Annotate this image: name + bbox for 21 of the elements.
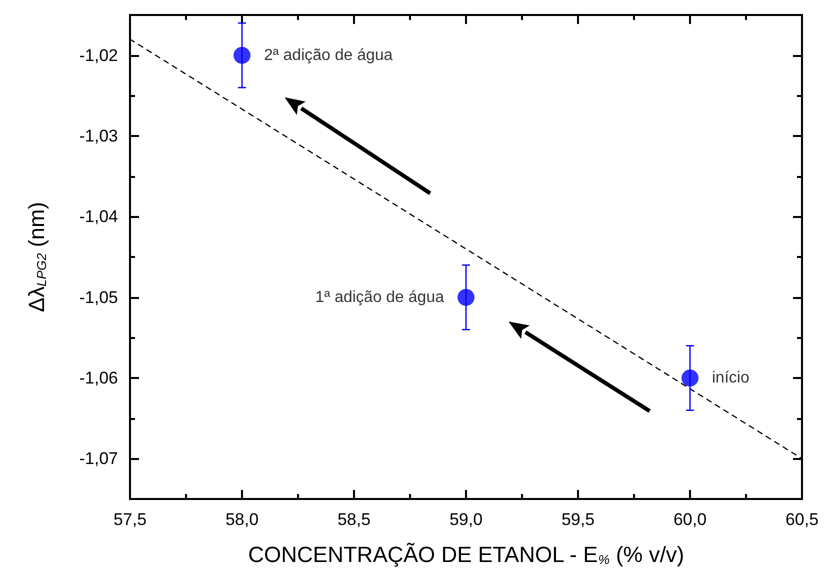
x-tick-label: 57,5 [113, 510, 147, 529]
annotation: início [712, 370, 750, 386]
y-tick-label: -1,03 [79, 126, 118, 146]
point [682, 370, 698, 386]
y-tick-label: -1,06 [79, 368, 118, 388]
y-tick-label: -1,04 [79, 207, 118, 226]
y-axis-title: ΔλLPG2 (nm) [24, 202, 49, 312]
point [458, 288, 474, 306]
x-tick-label: 59,0 [449, 510, 483, 529]
annotation: 1ª adição de água [315, 288, 444, 306]
annotation: 2ª adição de água [264, 46, 393, 64]
point [234, 46, 250, 64]
y-tick-label: -1,07 [79, 449, 118, 468]
x-tick-label: 58,5 [337, 510, 371, 529]
y-tick-label: -1,02 [79, 46, 118, 65]
x-axis-title: CONCENTRAÇÃO DE ETANOL - E% (% v/v) [248, 542, 684, 567]
x-tick-label: 60,5 [785, 510, 819, 529]
x-tick-label: 58,0 [225, 510, 259, 529]
x-tick-label: 60,0 [673, 510, 707, 529]
y-tick-label: -1,05 [79, 288, 118, 307]
x-tick-label: 59,5 [561, 510, 595, 529]
